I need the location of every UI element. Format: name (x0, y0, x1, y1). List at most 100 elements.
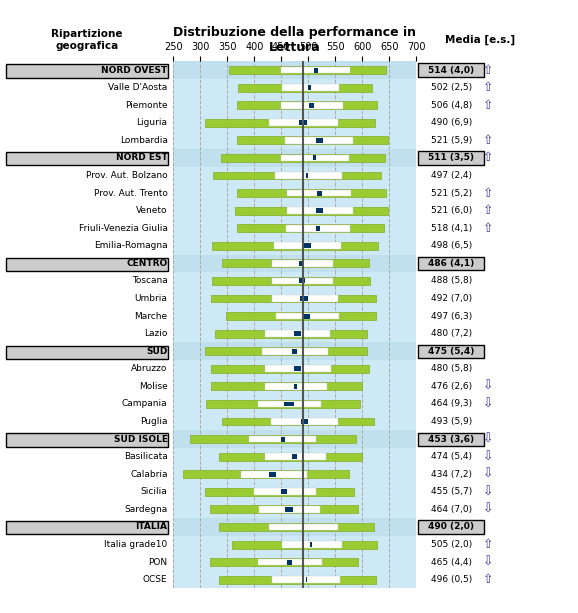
Bar (216, 330, 366, 338)
Bar (254, 489, 316, 495)
Bar (173, 343, 416, 360)
Bar (212, 242, 379, 249)
Text: ⇧: ⇧ (483, 81, 494, 94)
Bar (285, 137, 353, 143)
Text: Sardegna: Sardegna (124, 505, 168, 514)
Text: ⇧: ⇧ (483, 64, 494, 77)
Text: Emilia-Romagna: Emilia-Romagna (94, 242, 168, 250)
Text: Piemonte: Piemonte (125, 101, 168, 110)
Bar (183, 470, 349, 478)
Bar (303, 243, 311, 248)
Text: 476 (2,6): 476 (2,6) (431, 382, 472, 391)
Text: 453 (3,6): 453 (3,6) (428, 435, 474, 444)
Bar (210, 506, 358, 513)
Bar (236, 224, 384, 232)
Bar (284, 402, 294, 406)
Bar (313, 156, 316, 161)
Bar (272, 278, 333, 284)
Bar (285, 507, 292, 512)
Bar (272, 260, 332, 267)
Bar (213, 172, 381, 180)
Bar (211, 295, 376, 302)
Bar (300, 296, 307, 301)
Text: 490 (6,9): 490 (6,9) (431, 118, 472, 128)
Bar (310, 542, 312, 547)
Bar (301, 419, 307, 424)
Bar (309, 103, 314, 108)
Text: Campania: Campania (122, 400, 168, 408)
Text: Prov. Aut. Trento: Prov. Aut. Trento (94, 189, 168, 197)
Bar (211, 365, 369, 373)
Text: 480 (5,8): 480 (5,8) (431, 364, 472, 373)
Text: 518 (4,1): 518 (4,1) (431, 224, 472, 233)
Text: Calabria: Calabria (130, 470, 168, 479)
Text: Liguria: Liguria (136, 118, 168, 128)
Bar (212, 277, 370, 285)
Bar (287, 560, 291, 565)
Text: 521 (6,0): 521 (6,0) (431, 206, 472, 215)
Bar (283, 85, 339, 91)
Bar (258, 401, 321, 407)
Bar (238, 84, 372, 91)
Bar (249, 436, 316, 443)
Text: ⇩: ⇩ (483, 503, 494, 516)
Text: 514 (4,0): 514 (4,0) (428, 66, 474, 75)
Text: ⇧: ⇧ (483, 222, 494, 235)
Text: 490 (2,0): 490 (2,0) (428, 522, 474, 531)
Bar (269, 524, 338, 530)
Text: ⇧: ⇧ (483, 151, 494, 164)
Bar (283, 541, 342, 548)
Text: 521 (5,2): 521 (5,2) (431, 189, 472, 197)
Bar (272, 576, 339, 583)
Text: 493 (5,9): 493 (5,9) (431, 417, 472, 426)
Text: Marche: Marche (135, 311, 168, 321)
Text: Abruzzo: Abruzzo (131, 364, 168, 373)
Text: 464 (9,3): 464 (9,3) (431, 400, 472, 408)
Text: NORD EST: NORD EST (116, 153, 168, 162)
Text: Friuli-Venezia Giulia: Friuli-Venezia Giulia (79, 224, 168, 233)
Text: 505 (2,0): 505 (2,0) (431, 540, 472, 549)
Bar (221, 154, 386, 162)
Bar (173, 149, 416, 167)
Bar (262, 348, 328, 354)
Text: ⇩: ⇩ (483, 433, 494, 446)
Text: ⇩: ⇩ (483, 485, 494, 498)
Text: Lazio: Lazio (144, 329, 168, 338)
Bar (281, 436, 285, 441)
Bar (258, 559, 322, 565)
Text: 502 (2,5): 502 (2,5) (431, 83, 472, 92)
Bar (236, 101, 377, 109)
Text: ⇧: ⇧ (483, 204, 494, 217)
Text: Italia grade10: Italia grade10 (105, 540, 168, 549)
Bar (302, 525, 304, 530)
Bar (317, 191, 323, 196)
Bar (281, 489, 287, 494)
Text: SUD: SUD (146, 347, 168, 356)
Bar (205, 488, 354, 496)
Text: 475 (5,4): 475 (5,4) (428, 347, 475, 356)
Text: ⇩: ⇩ (483, 397, 494, 411)
Text: 497 (6,3): 497 (6,3) (431, 311, 472, 321)
Text: Toscana: Toscana (132, 276, 168, 286)
Bar (316, 208, 323, 213)
Text: 506 (4,8): 506 (4,8) (431, 101, 472, 110)
Text: 496 (0,5): 496 (0,5) (431, 575, 472, 584)
Text: 498 (6,5): 498 (6,5) (431, 242, 472, 250)
Bar (299, 278, 305, 283)
Bar (222, 259, 369, 267)
Text: ⇩: ⇩ (483, 555, 494, 569)
Bar (294, 331, 301, 336)
Bar (219, 453, 362, 460)
Text: ITALIA: ITALIA (136, 522, 168, 531)
Text: Prov. Aut. Bolzano: Prov. Aut. Bolzano (86, 171, 168, 180)
Text: 492 (7,0): 492 (7,0) (431, 294, 472, 303)
Bar (281, 102, 343, 109)
Text: 465 (4,4): 465 (4,4) (431, 558, 472, 566)
Text: ⇧: ⇧ (483, 186, 494, 200)
Text: 480 (7,2): 480 (7,2) (431, 329, 472, 338)
Bar (219, 523, 374, 531)
Bar (258, 506, 320, 512)
Text: Ripartizione
geografica: Ripartizione geografica (51, 29, 123, 51)
Bar (236, 137, 388, 144)
Bar (226, 312, 376, 320)
